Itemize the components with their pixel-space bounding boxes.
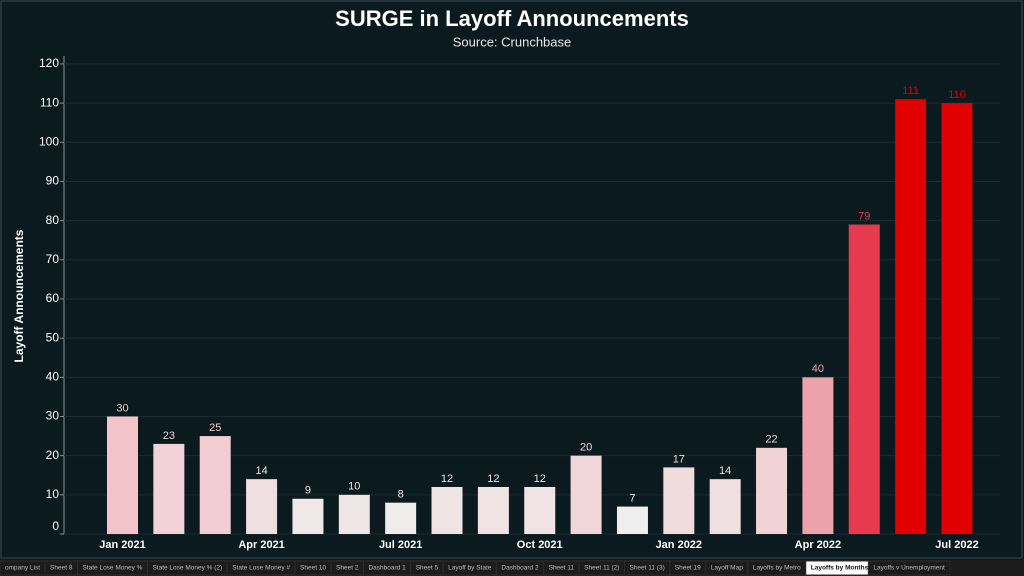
x-tick-label: Jul 2021 (379, 539, 422, 551)
data-label: 14 (255, 465, 267, 477)
data-label: 12 (487, 473, 499, 485)
data-label: 10 (348, 481, 360, 493)
data-label: 22 (765, 434, 777, 446)
data-label: 9 (305, 485, 311, 497)
tab-label[interactable]: Layoffs by Months (811, 565, 869, 572)
tab-label[interactable]: State Lose Money % (2) (152, 565, 222, 572)
tab-label[interactable]: Layoffs v Unemployment (873, 565, 945, 572)
tab-label[interactable]: Sheet 11 (3) (629, 565, 664, 572)
bar (941, 103, 973, 534)
x-tick-label: Jul 2022 (935, 539, 978, 551)
tab-label[interactable]: Sheet 10 (300, 565, 326, 572)
bar (848, 224, 880, 534)
tab-label[interactable]: Sheet 11 (2) (584, 565, 619, 572)
y-tick-label: 100 (39, 134, 59, 148)
tab-label[interactable]: State Lose Money # (232, 565, 290, 572)
bar (709, 479, 741, 534)
y-tick-label: 120 (39, 56, 59, 70)
data-label: 17 (673, 453, 685, 465)
bar (616, 506, 648, 534)
y-tick-label: 0 (52, 519, 59, 533)
bar (524, 486, 556, 534)
y-tick-label: 20 (46, 448, 60, 462)
tab-label[interactable]: Layoff by State (448, 565, 492, 572)
chart-title: SURGE in Layoff Announcements (335, 6, 689, 31)
tab-label[interactable]: Dashboard 2 (501, 565, 539, 572)
data-label: 79 (858, 210, 870, 222)
tab-label[interactable]: Sheet 8 (50, 565, 73, 572)
y-tick-label: 70 (46, 252, 60, 266)
bar (107, 416, 138, 534)
tab-label[interactable]: Sheet 5 (416, 565, 439, 572)
bar (570, 455, 602, 534)
tab-label[interactable]: Dashboard 1 (368, 565, 406, 572)
bar (292, 498, 324, 534)
y-tick-label: 90 (46, 174, 60, 188)
y-tick-label: 110 (40, 95, 59, 109)
bar (385, 502, 417, 534)
data-label: 23 (163, 430, 175, 442)
y-axis-label: Layoff Announcements (12, 229, 26, 362)
y-tick-label: 60 (46, 291, 60, 305)
x-tick-label: Jan 2022 (656, 539, 702, 551)
bar (199, 436, 231, 534)
chart-subtitle: Source: Crunchbase (453, 34, 572, 49)
data-label: 12 (441, 473, 453, 485)
data-label: 25 (209, 422, 221, 434)
tabs: ompany List Sheet 8 State Lose Money % Stat… (0, 560, 951, 576)
y-tick-label: 40 (46, 369, 60, 383)
data-label: 110 (948, 89, 966, 101)
y-tick-label: 30 (46, 409, 60, 423)
frame (0, 0, 1023, 559)
bar (246, 479, 278, 534)
x-tick-label: Apr 2021 (238, 539, 284, 551)
x-tick-label: Oct 2021 (517, 539, 563, 551)
bar (477, 486, 509, 534)
y-tick-label: 50 (46, 330, 60, 344)
data-label: 40 (812, 363, 824, 375)
x-tick-label: Apr 2022 (795, 539, 841, 551)
data-label: 20 (580, 442, 592, 454)
data-label: 14 (719, 465, 731, 477)
bar (802, 377, 834, 534)
data-label: 111 (902, 85, 919, 97)
bar (338, 494, 370, 534)
tab-label[interactable]: Layoff Map (711, 565, 743, 572)
tab-label[interactable]: Sheet 19 (675, 565, 701, 572)
bar (756, 447, 788, 534)
bar (153, 443, 185, 534)
tab-label[interactable]: ompany List (5, 565, 40, 572)
bar (431, 486, 463, 534)
bar (895, 99, 927, 534)
tab-label[interactable]: State Lose Money % (82, 565, 142, 572)
tab[interactable] (867, 560, 951, 576)
bar (663, 467, 695, 534)
y-tick-label: 80 (46, 213, 60, 227)
tab-label[interactable]: Sheet 2 (336, 565, 359, 572)
data-label: 12 (534, 473, 546, 485)
x-tick-label: Jan 2021 (99, 539, 145, 551)
data-label: 7 (629, 492, 635, 504)
y-tick-label: 10 (46, 487, 60, 501)
tab-label[interactable]: Layoffs by Metro (753, 565, 801, 572)
tab-label[interactable]: Sheet 11 (549, 565, 575, 572)
data-label: 30 (116, 402, 128, 414)
data-label: 8 (398, 489, 404, 501)
